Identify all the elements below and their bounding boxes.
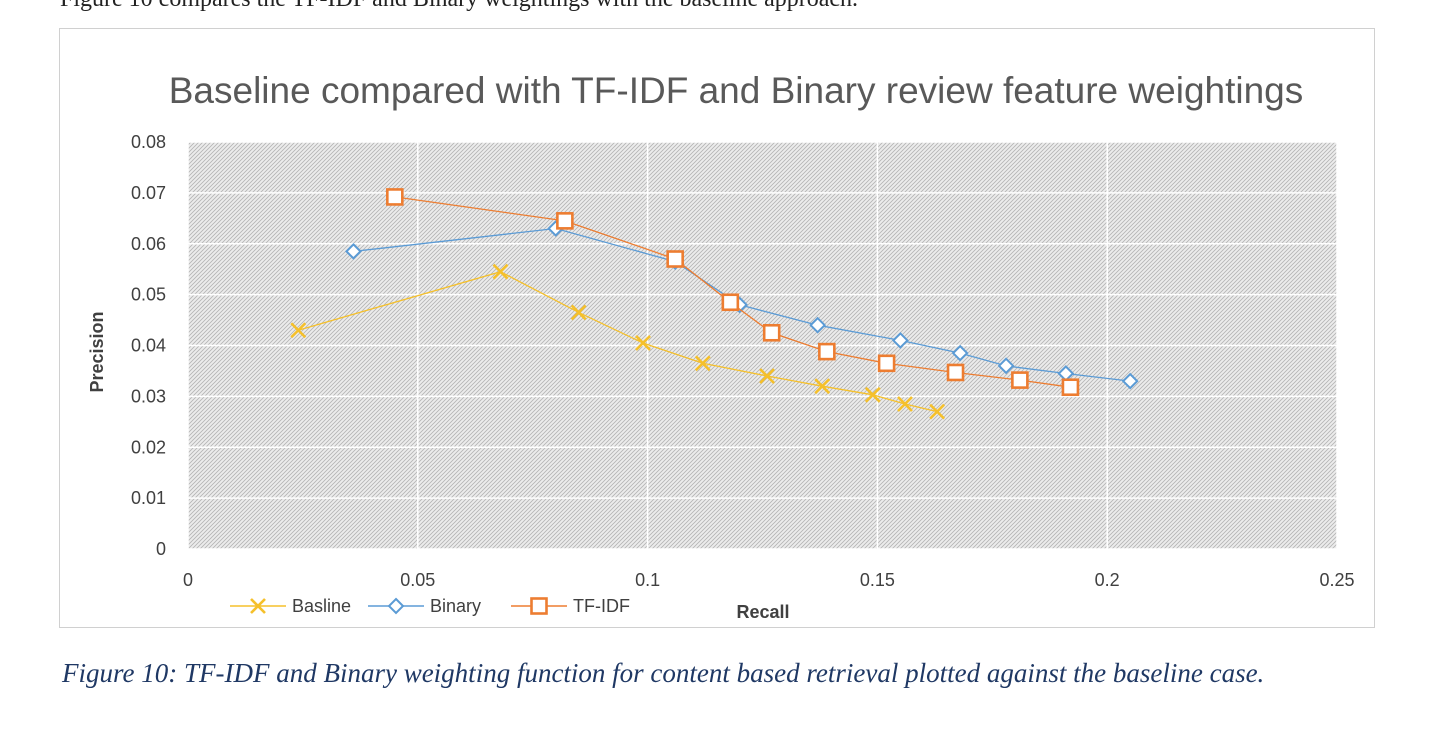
x-tick-label: 0.05	[400, 570, 435, 590]
y-tick-label: 0.06	[131, 234, 166, 254]
data-point-tf-idf	[1061, 378, 1080, 397]
figure-caption: Figure 10: TF-IDF and Binary weighting f…	[62, 658, 1265, 688]
data-point-basline	[814, 378, 831, 395]
y-tick-label: 0.07	[131, 183, 166, 203]
x-tick-label: 0.25	[1319, 570, 1354, 590]
x-tick-label: 0.15	[860, 570, 895, 590]
data-point-basline	[635, 335, 651, 351]
y-tick-label: 0.04	[131, 336, 166, 356]
y-tick-label: 0.01	[131, 488, 166, 508]
legend-item-tf-idf: TF-IDF	[511, 596, 630, 616]
data-point-binary	[809, 316, 827, 334]
y-axis-label: Precision	[87, 311, 107, 392]
legend-label: Basline	[292, 596, 351, 616]
series-line-basline	[298, 271, 938, 413]
y-tick-label: 0.05	[131, 285, 166, 305]
data-point-basline	[759, 368, 776, 384]
data-point-basline	[290, 322, 307, 339]
data-point-basline	[929, 403, 946, 420]
data-point-binary	[891, 331, 909, 349]
chart-title: Baseline compared with TF-IDF and Binary…	[169, 70, 1304, 111]
legend: Basline Binary TF-IDF	[230, 596, 630, 616]
series-line-binary	[353, 227, 1131, 382]
data-point-tf-idf	[762, 323, 781, 342]
data-point-binary	[997, 357, 1015, 375]
data-point-tf-idf	[666, 250, 684, 268]
data-point-basline	[570, 304, 587, 321]
data-point-basline	[492, 263, 509, 280]
y-tick-label: 0	[156, 539, 166, 559]
series-tf-idf	[386, 188, 1080, 397]
data-point-tf-idf	[556, 212, 574, 230]
line-chart: Baseline compared with TF-IDF and Binary…	[87, 70, 1355, 622]
data-point-tf-idf	[1011, 371, 1029, 389]
data-point-basline	[694, 355, 711, 372]
data-point-basline	[864, 386, 881, 403]
series-line-tf-idf	[394, 196, 1071, 388]
previous-text-fragment: Figure 10 compares the TF-IDF and Binary…	[60, 0, 1380, 12]
series-basline	[290, 263, 946, 420]
data-point-basline	[897, 396, 913, 412]
data-point-tf-idf	[721, 293, 740, 312]
y-tick-label: 0.02	[131, 437, 166, 457]
legend-marker	[530, 597, 548, 615]
x-tick-label: 0	[183, 570, 193, 590]
legend-item-basline: Basline	[230, 596, 351, 616]
legend-marker	[387, 597, 405, 615]
x-axis-label: Recall	[736, 602, 789, 622]
x-tick-label: 0.2	[1095, 570, 1120, 590]
x-tick-label: 0.1	[635, 570, 660, 590]
legend-item-binary: Binary	[368, 596, 481, 616]
legend-marker	[250, 598, 266, 614]
data-point-binary	[1121, 372, 1139, 390]
legend-label: Binary	[430, 596, 481, 616]
y-tick-label: 0.08	[131, 132, 166, 152]
y-tick-label: 0.03	[131, 386, 166, 406]
data-point-tf-idf	[877, 354, 896, 373]
data-point-tf-idf	[386, 188, 404, 206]
data-point-tf-idf	[946, 363, 965, 382]
legend-label: TF-IDF	[573, 596, 630, 616]
data-point-binary	[951, 344, 969, 362]
data-point-binary	[345, 242, 362, 260]
chart-area: Baseline compared with TF-IDF and Binary…	[59, 28, 1375, 628]
data-point-tf-idf	[818, 342, 836, 361]
